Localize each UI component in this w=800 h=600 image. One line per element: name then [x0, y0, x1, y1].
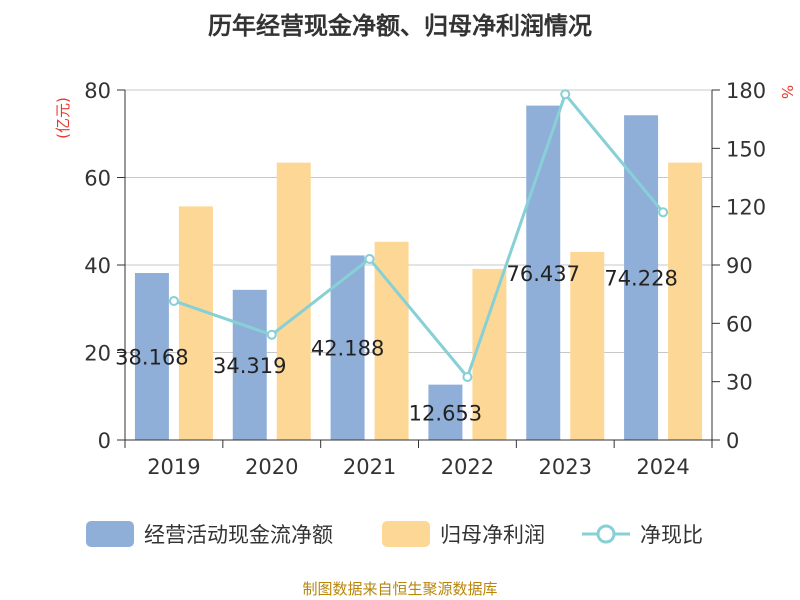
legend: 经营活动现金流净额 归母净利润 净现比 [0, 516, 800, 552]
y-right-tick-label: 120 [726, 196, 766, 220]
bar-net-profit [472, 268, 507, 440]
bar-cash-flow [624, 115, 659, 440]
y-left-axis-title: (亿元) [54, 97, 72, 139]
y-right-tick-label: 30 [726, 371, 753, 395]
legend-swatch-cash-flow [86, 521, 134, 547]
legend-label-net-profit: 归母净利润 [440, 523, 545, 547]
x-tick-label: 2022 [441, 455, 494, 479]
legend-item-ratio[interactable]: 净现比 [582, 516, 703, 552]
y-right-tick-label: 0 [726, 429, 739, 453]
data-label-cash-flow: 34.319 [213, 354, 286, 378]
x-tick-label: 2024 [636, 455, 689, 479]
ratio-point [168, 295, 179, 306]
bar-net-profit [668, 162, 703, 440]
ratio-point [364, 253, 375, 264]
x-tick-label: 2023 [539, 455, 592, 479]
legend-swatch-net-profit [382, 521, 430, 547]
y-right-tick-label: 150 [726, 137, 766, 161]
bar-net-profit [178, 206, 213, 440]
legend-label-cash-flow: 经营活动现金流净额 [144, 523, 333, 547]
ratio-point [462, 372, 473, 382]
legend-label-ratio: 净现比 [640, 523, 703, 547]
x-tick-label: 2019 [147, 455, 200, 479]
y-right-tick-label: 60 [726, 312, 753, 336]
ratio-point [560, 89, 571, 100]
y-left-tick-label: 20 [84, 342, 111, 366]
y-left-tick-label: 0 [98, 429, 111, 453]
data-label-cash-flow: 76.437 [507, 262, 580, 286]
ratio-line [173, 92, 665, 379]
y-left-tick-label: 40 [84, 254, 111, 278]
bar-net-profit [570, 251, 605, 440]
bar-net-profit [374, 241, 409, 440]
bar-net-profit [276, 162, 311, 440]
data-label-cash-flow: 12.653 [409, 401, 482, 425]
legend-line-icon [582, 524, 630, 544]
bar-cash-flow [134, 273, 169, 440]
y-right-axis-title: % [778, 85, 796, 99]
data-label-cash-flow: 74.228 [604, 267, 677, 291]
y-right-tick-label: 90 [726, 254, 753, 278]
x-tick-label: 2021 [343, 455, 396, 479]
y-left-tick-label: 60 [84, 167, 111, 191]
source-note: 制图数据来自恒生聚源数据库 [302, 580, 498, 598]
chart-title: 历年经营现金净额、归母净利润情况 [208, 12, 592, 40]
ratio-point [266, 329, 277, 340]
bar-cash-flow [428, 384, 463, 440]
y-left-tick-label: 80 [84, 79, 111, 103]
legend-item-net-profit[interactable]: 归母净利润 [382, 516, 545, 552]
y-right-tick-label: 180 [726, 79, 766, 103]
data-label-cash-flow: 42.188 [311, 337, 384, 361]
bar-cash-flow [232, 289, 267, 440]
ratio-point [658, 207, 669, 218]
data-label-cash-flow: 38.168 [115, 346, 188, 370]
legend-item-cash-flow[interactable]: 经营活动现金流净额 [86, 516, 333, 552]
x-tick-label: 2020 [245, 455, 298, 479]
